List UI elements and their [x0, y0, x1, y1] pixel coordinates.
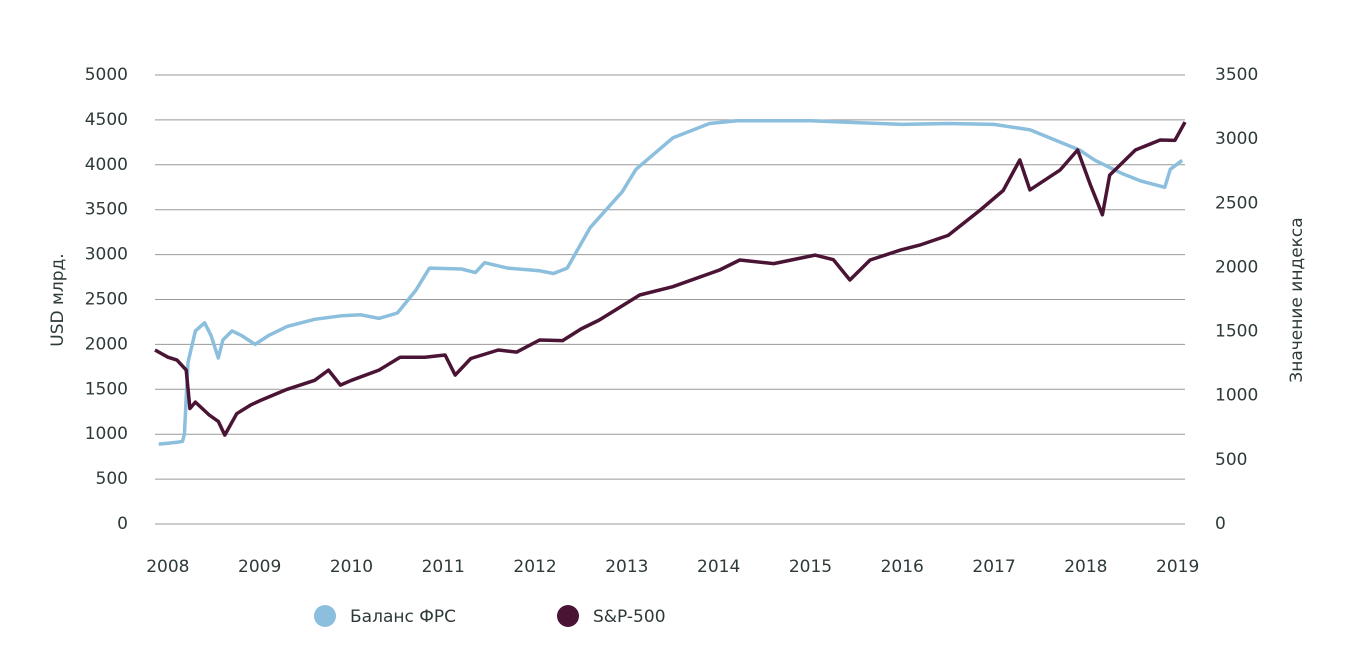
x-tick-label: 2011: [422, 557, 465, 577]
x-tick-label: 2014: [697, 557, 740, 577]
y-tick-label: 3000: [85, 245, 128, 265]
x-tick-label: 2019: [1156, 557, 1199, 577]
y-tick-label: 1500: [85, 379, 128, 399]
y2-tick-label: 2000: [1215, 257, 1258, 277]
y-tick-label: 2000: [85, 334, 128, 354]
y2-tick-label: 2500: [1215, 193, 1258, 213]
y2-axis-title: Значение индекса: [1287, 217, 1307, 382]
x-tick-label: 2009: [238, 557, 281, 577]
x-tick-label: 2018: [1064, 557, 1107, 577]
y2-tick-label: 500: [1215, 450, 1247, 470]
y-tick-label: 2500: [85, 290, 128, 310]
x-tick-label: 2016: [881, 557, 924, 577]
y2-tick-label: 3000: [1215, 129, 1258, 149]
y-tick-label: 4500: [85, 110, 128, 130]
x-tick-label: 2017: [972, 557, 1015, 577]
y2-tick-label: 0: [1215, 514, 1226, 534]
y-tick-label: 500: [96, 469, 128, 489]
legend-label: Баланс ФРС: [350, 607, 456, 627]
legend-marker: [314, 605, 336, 627]
series-line: [154, 121, 1187, 437]
y2-tick-label: 1500: [1215, 322, 1258, 342]
y-tick-label: 3500: [85, 200, 128, 220]
x-tick-label: 2012: [513, 557, 556, 577]
y-tick-label: 5000: [85, 65, 128, 85]
y2-tick-label: 3500: [1215, 65, 1258, 85]
legend-marker: [557, 605, 579, 627]
y-tick-label: 0: [117, 514, 128, 534]
x-tick-label: 2010: [330, 557, 373, 577]
y-axis-title: USD млрд.: [48, 253, 68, 346]
legend-label: S&P-500: [593, 607, 666, 627]
x-tick-label: 2008: [146, 557, 189, 577]
y-tick-label: 4000: [85, 155, 128, 175]
y2-tick-label: 1000: [1215, 386, 1258, 406]
y-tick-label: 1000: [85, 424, 128, 444]
series-line: [158, 119, 1184, 446]
x-tick-label: 2013: [605, 557, 648, 577]
x-tick-label: 2015: [789, 557, 832, 577]
